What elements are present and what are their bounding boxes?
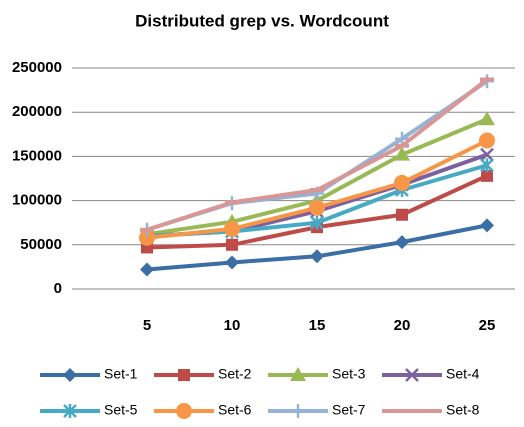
legend-label: Set-1 [104,366,138,382]
legend-item: Set-4 [382,366,480,382]
y-tick-label: 0 [54,280,62,297]
y-tick-label: 100000 [12,192,62,209]
legend-item: Set-2 [154,366,252,382]
legend-label: Set-4 [446,366,480,382]
legend-item: Set-7 [268,402,366,418]
y-tick-label: 50000 [20,236,62,253]
marker [178,369,190,381]
legend-item: Set-5 [40,402,138,418]
marker [176,403,192,419]
marker [140,262,154,277]
legend-item: Set-3 [268,366,366,382]
marker [291,404,305,418]
x-tick-label: 5 [143,317,151,334]
marker [224,220,240,237]
legend-label: Set-8 [446,402,480,418]
legend-item: Set-6 [154,402,252,419]
marker [479,111,495,126]
legend-item: Set-8 [382,402,480,418]
series [140,77,494,232]
x-tick-label: 10 [224,317,241,334]
marker [290,367,306,381]
marker [63,404,77,418]
x-tick-label: 20 [394,317,411,334]
legend-label: Set-5 [104,402,138,418]
marker [310,215,324,230]
legend-label: Set-7 [332,402,366,418]
marker [405,368,419,382]
marker [395,235,409,250]
marker [309,199,325,216]
chart-title: Distributed grep vs. Wordcount [135,11,389,30]
marker [479,132,495,149]
y-tick-label: 150000 [12,147,62,164]
x-tick-label: 15 [309,317,326,334]
marker [139,229,155,246]
marker [225,255,239,270]
x-tick-label: 25 [479,317,496,334]
marker [480,158,494,173]
y-tick-label: 200000 [12,103,62,120]
marker [394,146,410,161]
legend-label: Set-6 [218,402,252,418]
y-tick-label: 250000 [12,59,62,76]
legend-label: Set-2 [218,366,252,382]
marker [226,238,238,251]
series [139,132,495,246]
marker [480,147,494,162]
marker [480,218,494,233]
marker [394,174,410,191]
marker [310,249,324,264]
legend-label: Set-3 [332,366,366,382]
legend-item: Set-1 [40,366,138,382]
marker [396,208,408,221]
marker [481,169,493,182]
series [140,218,494,277]
marker [63,368,77,382]
